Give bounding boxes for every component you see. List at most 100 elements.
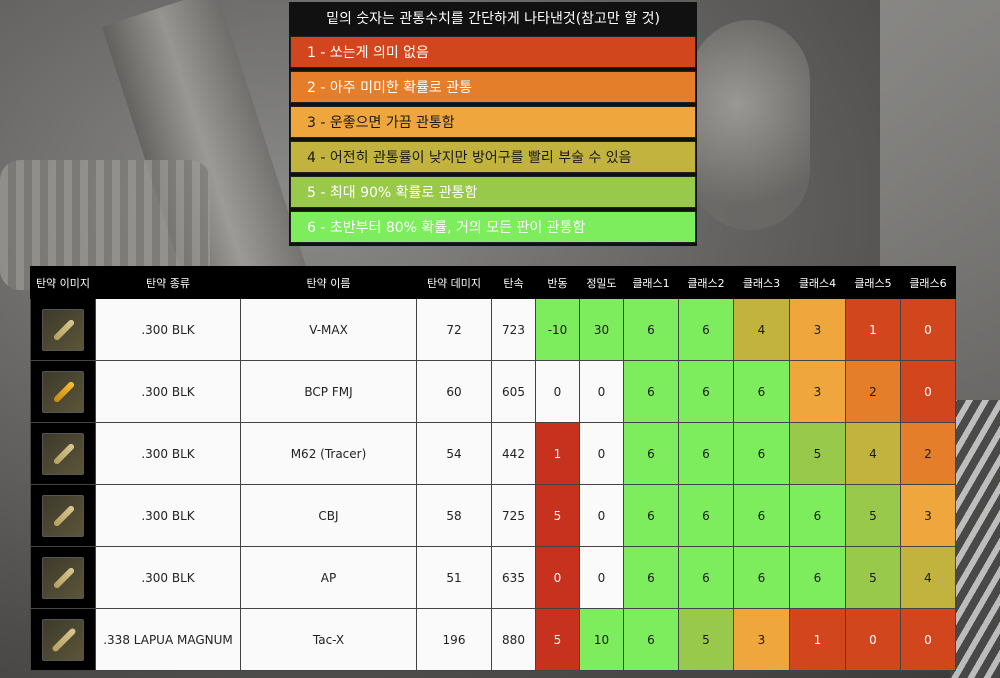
legend-title: 밑의 숫자는 관통수치를 간단하게 나타낸것(참고만 할 것) — [326, 11, 660, 27]
header-class-1: 클래스1 — [623, 266, 679, 299]
class-5-cell: 5 — [845, 484, 901, 547]
damage-cell: 72 — [416, 298, 492, 361]
header-ammo-type: 탄약 종류 — [95, 266, 241, 299]
header-class-4: 클래스4 — [789, 266, 846, 299]
class-2-cell: 6 — [678, 422, 734, 485]
legend-item-6: 6 - 초반부터 80% 확률, 거의 모든 판이 관통함 — [290, 211, 696, 243]
legend-item-3: 3 - 운좋으면 가끔 관통함 — [290, 106, 696, 138]
class-3-cell: 4 — [733, 298, 790, 361]
header-ammo-image: 탄약 이미지 — [30, 266, 96, 299]
damage-cell: 60 — [416, 360, 492, 423]
header-accuracy: 정밀도 — [579, 266, 624, 299]
class-5-cell: 5 — [845, 546, 901, 609]
class-6-cell: 2 — [900, 422, 956, 485]
class-5-cell: 2 — [845, 360, 901, 423]
class-4-cell: 3 — [789, 298, 846, 361]
class-5-cell: 0 — [845, 608, 901, 671]
speed-cell: 605 — [491, 360, 536, 423]
ammo-image-cell — [30, 422, 96, 485]
recoil-cell: -10 — [535, 298, 580, 361]
class-2-cell: 6 — [678, 360, 734, 423]
class-6-cell: 0 — [900, 360, 956, 423]
class-1-cell: 6 — [623, 608, 679, 671]
ammo-type-cell: .300 BLK — [95, 360, 241, 423]
ammo-name-cell: M62 (Tracer) — [240, 422, 417, 485]
class-2-cell: 5 — [678, 608, 734, 671]
background-striped-object — [950, 400, 1000, 678]
ammo-cartridge-icon — [42, 370, 84, 413]
speed-cell: 442 — [491, 422, 536, 485]
class-1-cell: 6 — [623, 422, 679, 485]
header-recoil: 반동 — [535, 266, 580, 299]
class-3-cell: 6 — [733, 546, 790, 609]
header-ammo-name: 탄약 이름 — [240, 266, 417, 299]
ammo-name-cell: CBJ — [240, 484, 417, 547]
ammo-cartridge-icon — [42, 308, 84, 351]
ammo-cartridge-icon — [42, 494, 84, 537]
class-1-cell: 6 — [623, 484, 679, 547]
accuracy-cell: 0 — [579, 484, 624, 547]
header-class-3: 클래스3 — [733, 266, 790, 299]
ammo-image-cell — [30, 298, 96, 361]
class-6-cell: 4 — [900, 546, 956, 609]
class-1-cell: 6 — [623, 360, 679, 423]
legend-item-1: 1 - 쏘는게 의미 없음 — [290, 36, 696, 68]
damage-cell: 58 — [416, 484, 492, 547]
ammo-image-cell — [30, 546, 96, 609]
ammo-type-cell: .300 BLK — [95, 298, 241, 361]
class-2-cell: 6 — [678, 546, 734, 609]
penetration-legend: 밑의 숫자는 관통수치를 간단하게 나타낸것(참고만 할 것) 1 - 쏘는게 … — [289, 2, 697, 246]
class-5-cell: 4 — [845, 422, 901, 485]
damage-cell: 51 — [416, 546, 492, 609]
legend-item-5: 5 - 최대 90% 확률로 관통함 — [290, 176, 696, 208]
accuracy-cell: 0 — [579, 360, 624, 423]
ammo-name-cell: Tac-X — [240, 608, 417, 671]
ammo-name-cell: AP — [240, 546, 417, 609]
header-class-2: 클래스2 — [678, 266, 734, 299]
class-2-cell: 6 — [678, 484, 734, 547]
ammo-cartridge-icon — [42, 618, 84, 661]
table-row: .300 BLK BCP FMJ 60 605 0 0 6 6 6 3 2 0 — [30, 360, 956, 423]
ammo-type-cell: .300 BLK — [95, 422, 241, 485]
ammo-table: 탄약 이미지 탄약 종류 탄약 이름 탄약 데미지 탄속 반동 정밀도 클래스1… — [30, 266, 956, 671]
class-3-cell: 6 — [733, 360, 790, 423]
recoil-cell: 5 — [535, 484, 580, 547]
class-6-cell: 3 — [900, 484, 956, 547]
speed-cell: 723 — [491, 298, 536, 361]
speed-cell: 880 — [491, 608, 536, 671]
ammo-name-cell: BCP FMJ — [240, 360, 417, 423]
table-row: .300 BLK AP 51 635 0 0 6 6 6 6 5 4 — [30, 546, 956, 609]
ammo-cartridge-icon — [42, 556, 84, 599]
recoil-cell: 1 — [535, 422, 580, 485]
ammo-type-cell: .300 BLK — [95, 484, 241, 547]
class-4-cell: 6 — [789, 546, 846, 609]
class-4-cell: 1 — [789, 608, 846, 671]
accuracy-cell: 0 — [579, 422, 624, 485]
class-6-cell: 0 — [900, 608, 956, 671]
ammo-image-cell — [30, 360, 96, 423]
damage-cell: 196 — [416, 608, 492, 671]
class-4-cell: 5 — [789, 422, 846, 485]
class-4-cell: 3 — [789, 360, 846, 423]
class-2-cell: 6 — [678, 298, 734, 361]
table-row: .300 BLK V-MAX 72 723 -10 30 6 6 4 3 1 0 — [30, 298, 956, 361]
legend-item-2: 2 - 아주 미미한 확률로 관통 — [290, 71, 696, 103]
class-3-cell: 6 — [733, 484, 790, 547]
recoil-cell: 0 — [535, 360, 580, 423]
header-class-5: 클래스5 — [845, 266, 901, 299]
recoil-cell: 0 — [535, 546, 580, 609]
damage-cell: 54 — [416, 422, 492, 485]
class-3-cell: 3 — [733, 608, 790, 671]
accuracy-cell: 0 — [579, 546, 624, 609]
recoil-cell: 5 — [535, 608, 580, 671]
background-glass-object — [690, 20, 810, 230]
ammo-image-cell — [30, 484, 96, 547]
table-row: .338 LAPUA MAGNUM Tac-X 196 880 5 10 6 5… — [30, 608, 956, 671]
ammo-cartridge-icon — [42, 432, 84, 475]
accuracy-cell: 10 — [579, 608, 624, 671]
ammo-type-cell: .300 BLK — [95, 546, 241, 609]
header-ammo-damage: 탄약 데미지 — [416, 266, 492, 299]
class-1-cell: 6 — [623, 546, 679, 609]
header-speed: 탄속 — [491, 266, 536, 299]
class-5-cell: 1 — [845, 298, 901, 361]
